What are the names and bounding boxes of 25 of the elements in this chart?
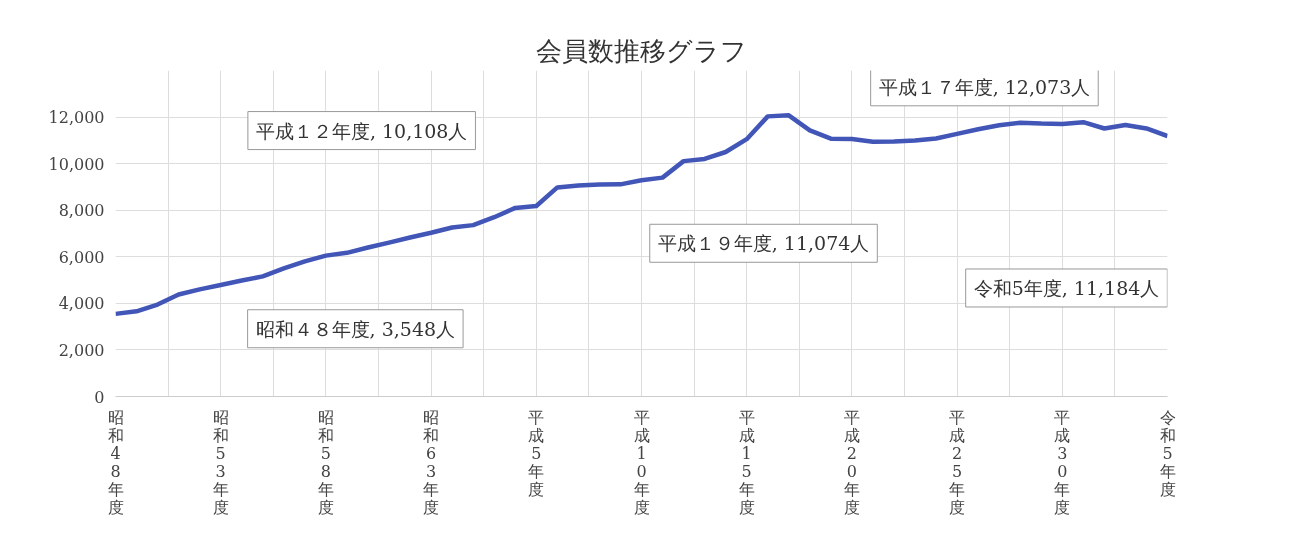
annotation: 平成１２年度, 10,108人 — [255, 119, 468, 142]
annotation: 昭和４８年度, 3,548人 — [255, 317, 456, 340]
x-tick-label: 平成20年度 — [843, 407, 860, 517]
annotation: 平成１９年度, 11,074人 — [657, 232, 870, 255]
annotation: 平成１７年度, 12,073人 — [878, 75, 1091, 98]
y-tick-label: 8,000 — [58, 201, 105, 221]
x-tick-label: 昭和48年度 — [107, 407, 124, 517]
annotation: 令和5年度, 11,184人 — [973, 276, 1160, 299]
x-tick-label: 昭和58年度 — [317, 407, 334, 517]
x-tick-label: 昭和53年度 — [212, 407, 229, 517]
x-tick-label: 平成30年度 — [1054, 407, 1071, 517]
y-tick-label: 6,000 — [58, 247, 105, 267]
line-series — [115, 113, 1168, 317]
x-tick-label: 昭和63年度 — [423, 407, 440, 517]
x-tick-label: 平成10年度 — [633, 407, 650, 517]
y-tick-label: 10,000 — [48, 154, 105, 174]
x-tick-label: 令和5年度 — [1159, 407, 1176, 499]
y-tick-label: 0 — [94, 387, 105, 407]
y-tick-label: 4,000 — [58, 294, 105, 314]
chart-title: 会員数推移グラフ — [536, 35, 747, 66]
y-tick-label: 2,000 — [58, 340, 105, 360]
x-tick-label: 平成5年度 — [528, 407, 545, 499]
x-tick-label: 平成15年度 — [738, 407, 755, 517]
y-tick-label: 12,000 — [48, 108, 105, 128]
x-tick-label: 平成25年度 — [949, 407, 966, 517]
